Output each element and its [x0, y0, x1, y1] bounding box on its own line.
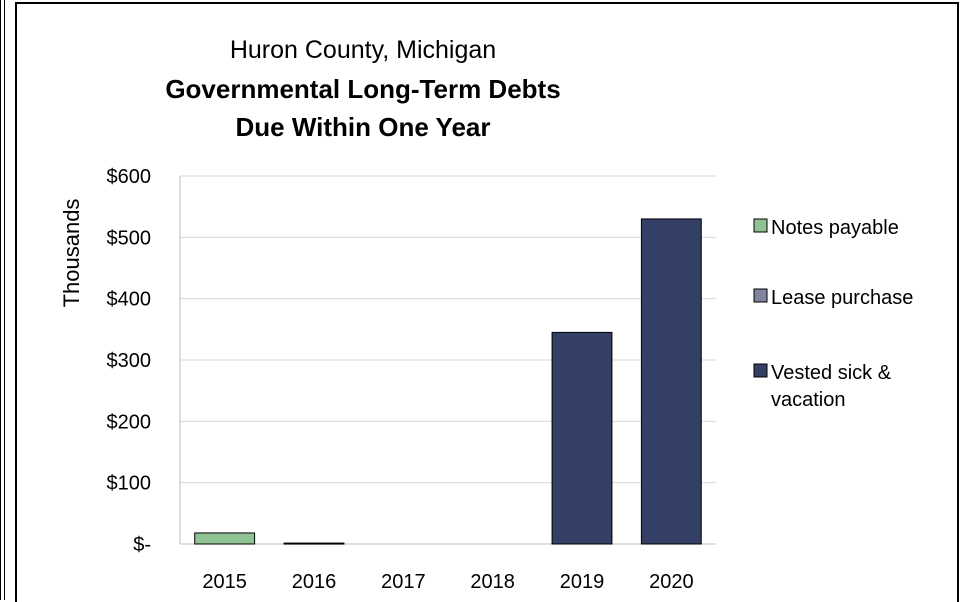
y-tick-label: $500	[107, 227, 152, 249]
bar-2019	[551, 331, 613, 545]
x-tick-labels: 2015 2016 2017 2018 2019 2020	[202, 571, 693, 593]
chart-container: Huron County, Michigan Governmental Long…	[15, 2, 959, 602]
y-tick-label: $300	[107, 350, 152, 372]
x-tick-label: 2015	[202, 571, 247, 593]
y-tick-label: $600	[107, 166, 152, 188]
bar-2015	[194, 532, 256, 545]
bars	[194, 218, 702, 545]
bar-2016	[283, 542, 345, 545]
legend-swatch	[753, 288, 768, 303]
x-tick-label: 2020	[649, 571, 694, 593]
legend-label: Notes payable	[771, 217, 899, 239]
x-tick-label: 2016	[292, 571, 337, 593]
frame-line-inner	[4, 0, 5, 600]
legend-swatch	[753, 363, 768, 378]
gridlines	[179, 175, 716, 545]
legend-label: Lease purchase	[771, 287, 913, 309]
y-axis-title: Thousands	[59, 199, 84, 308]
legend-label-line2: vacation	[771, 389, 846, 411]
legend-label: Vested sick &	[771, 362, 892, 384]
chart-svg: Huron County, Michigan Governmental Long…	[59, 36, 913, 593]
y-tick-label: $100	[107, 473, 152, 495]
frame-line-left	[0, 0, 1, 600]
chart-title-line1: Huron County, Michigan	[230, 36, 496, 64]
y-tick-label: $200	[107, 411, 152, 433]
y-tick-labels: $- $100 $200 $300 $400 $500 $600	[107, 166, 152, 556]
y-tick-label: $-	[133, 534, 151, 556]
legend: Notes payable Lease purchase Vested sick &…	[753, 217, 913, 411]
x-tick-label: 2017	[381, 571, 426, 593]
x-tick-label: 2018	[470, 571, 515, 593]
legend-swatch	[753, 218, 768, 233]
chart-title-line3: Due Within One Year	[235, 112, 490, 142]
y-tick-label: $400	[107, 289, 152, 311]
x-tick-label: 2019	[560, 571, 605, 593]
chart-title-line2: Governmental Long-Term Debts	[165, 74, 560, 104]
bar-2020	[640, 218, 702, 545]
